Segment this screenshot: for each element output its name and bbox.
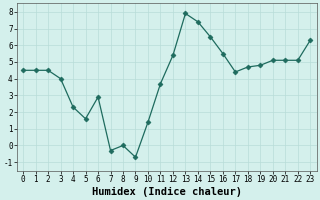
- X-axis label: Humidex (Indice chaleur): Humidex (Indice chaleur): [92, 186, 242, 197]
